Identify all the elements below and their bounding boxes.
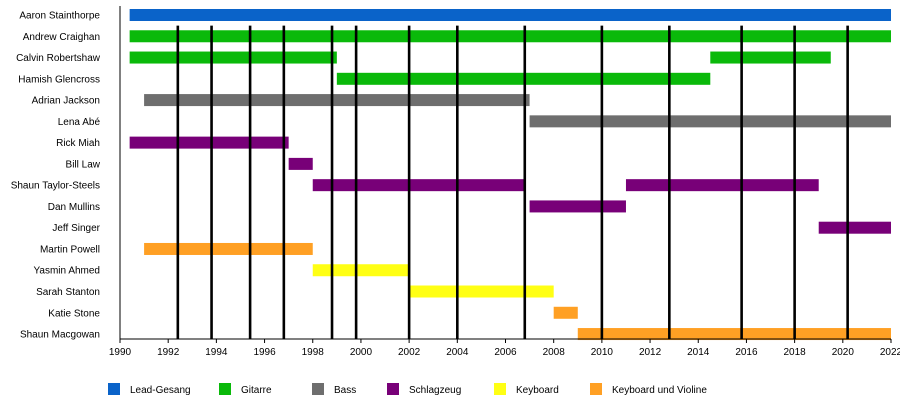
bar-shaun-taylor-steels-2	[625, 179, 819, 192]
x-tick-label-2002: 2002	[398, 347, 421, 358]
legend-swatch-violin	[590, 383, 602, 395]
x-tick-label-2012: 2012	[639, 347, 662, 358]
member-label-calvin-robertshaw: Calvin Robertshaw	[16, 53, 101, 64]
x-tick-label-1990: 1990	[109, 347, 132, 358]
x-tick-label-1992: 1992	[157, 347, 180, 358]
legend-swatch-bass	[312, 383, 324, 395]
x-tick-label-1996: 1996	[253, 347, 276, 358]
bar-bill-law	[288, 157, 313, 170]
bar-sarah-stanton	[409, 285, 554, 298]
x-tick-label-1998: 1998	[302, 347, 325, 358]
x-tick-label-1994: 1994	[205, 347, 228, 358]
member-label-aaron-stainthorpe: Aaron Stainthorpe	[19, 11, 100, 22]
legend-label-violin: Keyboard und Violine	[612, 385, 707, 396]
legend-swatch-keys	[494, 383, 506, 395]
member-label-katie-stone: Katie Stone	[48, 308, 100, 319]
x-tick-label-2010: 2010	[591, 347, 614, 358]
member-label-adrian-jackson: Adrian Jackson	[32, 96, 100, 107]
bar-martin-powell	[144, 242, 313, 255]
bar-jeff-singer	[818, 221, 891, 234]
member-label-shaun-taylor-steels: Shaun Taylor-Steels	[11, 181, 100, 192]
bar-shaun-macgowan	[577, 328, 891, 341]
bar-shaun-taylor-steels-1	[312, 179, 525, 192]
bar-aaron-stainthorpe	[129, 9, 891, 21]
x-axis: 1990 1992 1994 1996 1998 2000 2002 2004 2006 2008…	[109, 6, 900, 358]
bar-calvin-robertshaw-2	[710, 51, 831, 64]
legend-swatch-guitar	[219, 383, 231, 395]
x-tick-label-2014: 2014	[687, 347, 710, 358]
member-label-shaun-macgowan: Shaun Macgowan	[20, 330, 100, 341]
member-label-hamish-glencross: Hamish Glencross	[18, 74, 100, 85]
x-tick-label-2020: 2020	[832, 347, 855, 358]
x-tick-label-2016: 2016	[735, 347, 758, 358]
member-label-jeff-singer: Jeff Singer	[52, 223, 100, 234]
member-label-dan-mullins: Dan Mullins	[48, 202, 100, 213]
legend-label-keys: Keyboard	[516, 385, 559, 396]
legend-swatch-lead	[108, 383, 120, 395]
bar-yasmin-ahmed	[312, 264, 410, 277]
legend-label-drums: Schlagzeug	[409, 385, 461, 396]
x-tick-label-2018: 2018	[784, 347, 807, 358]
legend-label-lead: Lead-Gesang	[130, 385, 191, 396]
bar-rick-miah	[129, 136, 289, 149]
x-tick-label-2008: 2008	[543, 347, 566, 358]
member-label-rick-miah: Rick Miah	[56, 138, 100, 149]
x-tick-label-2000: 2000	[350, 347, 373, 358]
member-bars	[129, 9, 891, 341]
legend: Lead-Gesang Gitarre Bass Schlagzeug Keyboard…	[108, 383, 707, 396]
x-tick-label-2022: 2022	[880, 347, 900, 358]
member-label-lena-abe: Lena Abé	[58, 117, 101, 128]
bar-andrew-craighan	[129, 30, 891, 43]
legend-swatch-drums	[387, 383, 399, 395]
legend-label-bass: Bass	[334, 385, 356, 396]
bar-katie-stone	[553, 306, 578, 319]
bar-dan-mullins	[529, 200, 626, 213]
member-label-martin-powell: Martin Powell	[40, 244, 100, 255]
bar-calvin-robertshaw-1	[129, 51, 337, 64]
member-label-yasmin-ahmed: Yasmin Ahmed	[33, 266, 100, 277]
member-label-bill-law: Bill Law	[66, 159, 101, 170]
x-tick-label-2006: 2006	[494, 347, 517, 358]
bar-adrian-jackson	[144, 94, 530, 107]
member-labels: Aaron Stainthorpe Andrew Craighan Calvin R…	[11, 11, 101, 341]
event-lines	[176, 25, 849, 339]
x-tick-label-2004: 2004	[446, 347, 469, 358]
member-label-sarah-stanton: Sarah Stanton	[36, 287, 100, 298]
member-label-andrew-craighan: Andrew Craighan	[23, 32, 100, 43]
legend-label-guitar: Gitarre	[241, 385, 272, 396]
bar-lena-abe	[529, 115, 891, 128]
